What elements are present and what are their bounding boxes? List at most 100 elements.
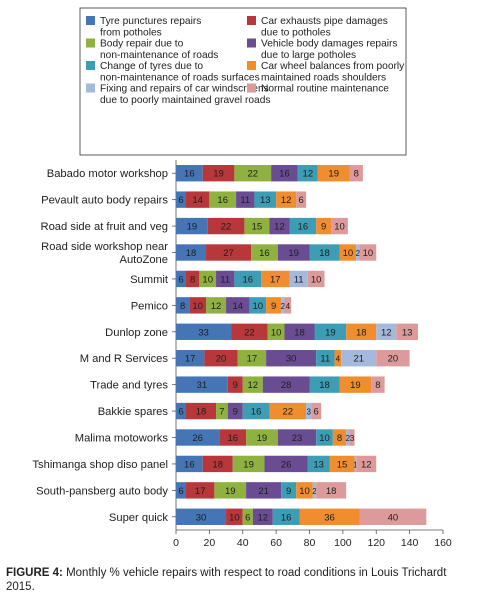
bar-segment [242,376,263,393]
bar-segment [246,482,282,499]
legend-swatch-1 [86,16,95,25]
data-label: 13 [313,459,324,470]
bar-segment [186,482,215,499]
data-label: 1 [353,460,358,469]
data-label: 14 [232,301,243,312]
data-label: 16 [279,169,290,180]
bar-segment [242,508,253,525]
data-label: 21 [353,354,364,365]
bar-segment [176,270,187,288]
category-label: Babado motor workshop [47,168,168,180]
data-label: 10 [252,301,263,312]
data-label: 16 [298,222,309,233]
bar-segment [206,297,227,314]
data-label: 19 [350,380,361,391]
data-label: 19 [187,222,198,233]
data-label: 16 [259,248,270,259]
bar-segment [227,376,243,393]
category-label: Road side workshop near AutoZone [41,241,168,266]
data-label: 40 [388,512,399,523]
legend-label-3: Body repair due to non-maintenance of roa… [100,39,218,62]
category-label: Trade and tyres [90,380,168,392]
bar-segment [284,323,315,340]
bar-segment [356,455,377,473]
bar-segment [312,482,317,499]
x-tick-label: 20 [204,537,216,549]
data-label: 33 [198,327,209,338]
data-label: 15 [252,222,263,233]
data-label: 13 [260,195,271,206]
bar-segment [346,429,350,446]
bar-segment [262,376,310,393]
data-label: 22 [244,327,255,338]
bar-segment [306,402,312,420]
data-label: 8 [354,169,359,180]
bar-segment [234,270,262,288]
bar-segment [216,270,235,288]
bar-segment [189,297,207,314]
bar-segment [277,429,317,446]
data-label: 9 [233,380,238,391]
data-label: 4 [336,355,341,364]
data-label: 17 [185,354,196,365]
data-label: 31 [197,380,208,391]
data-label: 10 [229,512,240,523]
data-label: 8 [337,433,342,444]
data-label: 4 [286,302,291,311]
data-label: 18 [326,486,337,497]
bar-segment [296,191,307,208]
bar-segment [339,376,372,393]
category-label: Road side at fruit and veg [41,221,169,233]
data-label: 19 [243,459,254,470]
data-label: 12 [303,169,314,180]
bar-segment [202,165,235,182]
bar-segment [349,165,363,182]
bar-segment [176,297,190,314]
bar-segment [206,244,252,261]
bar-segment [316,482,347,499]
data-label: 19 [288,248,299,259]
data-label: 18 [196,407,207,418]
legend-label-8: Normal routine maintenance [261,84,389,95]
data-label: 30 [286,354,297,365]
bar-segment [176,323,232,340]
data-label: 27 [223,248,234,259]
bar-segment [269,402,307,420]
bar-segment [272,508,300,525]
bar-segment [289,217,317,235]
bar-segment [176,350,205,367]
bar-segment [271,165,298,182]
bar-segment [176,508,227,525]
data-label: 19 [325,327,336,338]
category-label: South-pansberg auto body [36,485,168,497]
x-tick-label: 60 [270,537,282,549]
bar-segment [176,191,187,208]
data-label: 6 [178,195,183,206]
bar-segment [204,350,238,367]
category-label: Pevault auto body repairs [41,195,168,207]
bar-segment [249,297,267,314]
bar-segment [359,508,427,525]
bar-segment [267,323,285,340]
data-label: 17 [195,486,206,497]
data-label: 12 [257,512,268,523]
bar-segment [296,482,313,499]
bar-segment [252,508,273,525]
bar-segment [186,402,217,420]
data-label: 21 [258,486,269,497]
bar-segment [234,165,272,182]
data-label: 12 [361,459,372,470]
data-label: 12 [281,195,292,206]
category-label: Bakkie spares [98,406,169,418]
bar-segment [226,508,243,525]
data-label: 19 [225,486,236,497]
bar-segment [316,350,335,367]
legend-label-5: Change of tyres due to non-maintenance of… [100,61,260,84]
bar-segment [317,165,350,182]
bar-segment [176,244,207,261]
bar-segment [314,323,347,340]
bar-segment [371,376,385,393]
data-label: 6 [178,486,183,497]
x-tick-label: 0 [173,537,179,549]
